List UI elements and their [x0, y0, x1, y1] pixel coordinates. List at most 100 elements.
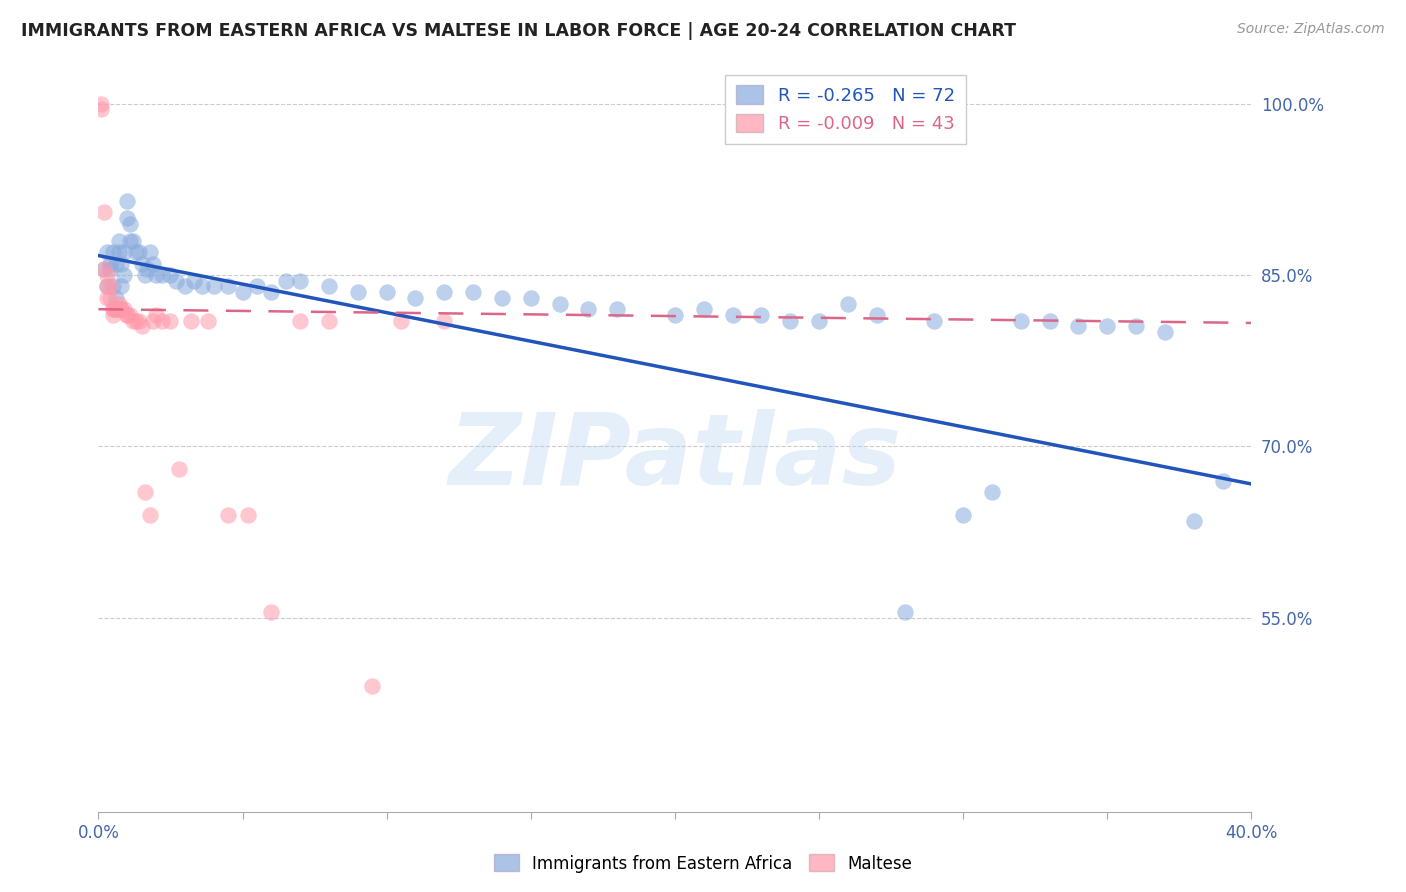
- Point: [145, 308, 167, 322]
- Point: [238, 508, 260, 522]
- Point: [361, 679, 384, 693]
- Point: [197, 313, 219, 327]
- Point: [136, 262, 159, 277]
- Point: [139, 245, 162, 260]
- Point: [260, 285, 283, 299]
- Point: [96, 279, 118, 293]
- Point: [231, 285, 254, 299]
- Point: [1212, 474, 1234, 488]
- Point: [117, 211, 139, 225]
- Text: Source: ZipAtlas.com: Source: ZipAtlas.com: [1237, 22, 1385, 37]
- Point: [274, 274, 297, 288]
- Point: [318, 279, 340, 293]
- Point: [578, 302, 600, 317]
- Point: [139, 508, 162, 522]
- Point: [142, 256, 165, 270]
- Point: [98, 256, 121, 270]
- Point: [389, 313, 412, 327]
- Point: [433, 285, 456, 299]
- Point: [520, 291, 543, 305]
- Point: [112, 268, 135, 282]
- Point: [120, 234, 142, 248]
- Point: [122, 313, 145, 327]
- Point: [491, 291, 513, 305]
- Point: [693, 302, 716, 317]
- Point: [128, 245, 150, 260]
- Point: [260, 605, 283, 619]
- Point: [98, 262, 121, 277]
- Point: [866, 308, 889, 322]
- Legend: R = -0.265   N = 72, R = -0.009   N = 43: R = -0.265 N = 72, R = -0.009 N = 43: [725, 75, 966, 144]
- Point: [924, 313, 946, 327]
- Point: [183, 274, 205, 288]
- Point: [98, 291, 121, 305]
- Point: [93, 205, 115, 219]
- Point: [120, 217, 142, 231]
- Point: [107, 302, 129, 317]
- Point: [101, 302, 124, 317]
- Point: [120, 308, 142, 322]
- Point: [375, 285, 398, 299]
- Point: [981, 485, 1004, 500]
- Point: [134, 268, 156, 282]
- Point: [1097, 319, 1119, 334]
- Point: [110, 279, 132, 293]
- Point: [159, 313, 181, 327]
- Point: [122, 234, 145, 248]
- Point: [117, 308, 139, 322]
- Point: [1039, 313, 1062, 327]
- Point: [117, 194, 139, 208]
- Point: [1182, 514, 1205, 528]
- Point: [107, 245, 129, 260]
- Point: [96, 291, 118, 305]
- Point: [131, 319, 153, 334]
- Legend: Immigrants from Eastern Africa, Maltese: Immigrants from Eastern Africa, Maltese: [486, 847, 920, 880]
- Point: [405, 291, 427, 305]
- Point: [808, 313, 831, 327]
- Point: [101, 279, 124, 293]
- Point: [779, 313, 801, 327]
- Point: [107, 296, 129, 310]
- Point: [180, 313, 202, 327]
- Point: [461, 285, 484, 299]
- Point: [93, 262, 115, 277]
- Point: [110, 302, 132, 317]
- Point: [952, 508, 974, 522]
- Point: [751, 308, 773, 322]
- Point: [101, 308, 124, 322]
- Point: [107, 234, 129, 248]
- Point: [150, 268, 173, 282]
- Point: [90, 96, 112, 111]
- Point: [125, 313, 148, 327]
- Point: [1067, 319, 1090, 334]
- Point: [1010, 313, 1032, 327]
- Point: [167, 462, 190, 476]
- Point: [98, 279, 121, 293]
- Point: [721, 308, 744, 322]
- Point: [104, 302, 127, 317]
- Point: [217, 508, 239, 522]
- Text: ZIPatlas: ZIPatlas: [449, 409, 901, 506]
- Point: [112, 302, 135, 317]
- Point: [1125, 319, 1147, 334]
- Point: [142, 313, 165, 327]
- Point: [104, 302, 127, 317]
- Point: [96, 279, 118, 293]
- Point: [101, 302, 124, 317]
- Point: [664, 308, 686, 322]
- Point: [202, 279, 225, 293]
- Point: [837, 296, 859, 310]
- Point: [93, 262, 115, 277]
- Point: [110, 302, 132, 317]
- Point: [548, 296, 571, 310]
- Point: [101, 245, 124, 260]
- Point: [131, 256, 153, 270]
- Point: [112, 245, 135, 260]
- Point: [96, 245, 118, 260]
- Point: [150, 313, 173, 327]
- Point: [117, 308, 139, 322]
- Point: [246, 279, 269, 293]
- Point: [104, 256, 127, 270]
- Point: [165, 274, 187, 288]
- Point: [174, 279, 197, 293]
